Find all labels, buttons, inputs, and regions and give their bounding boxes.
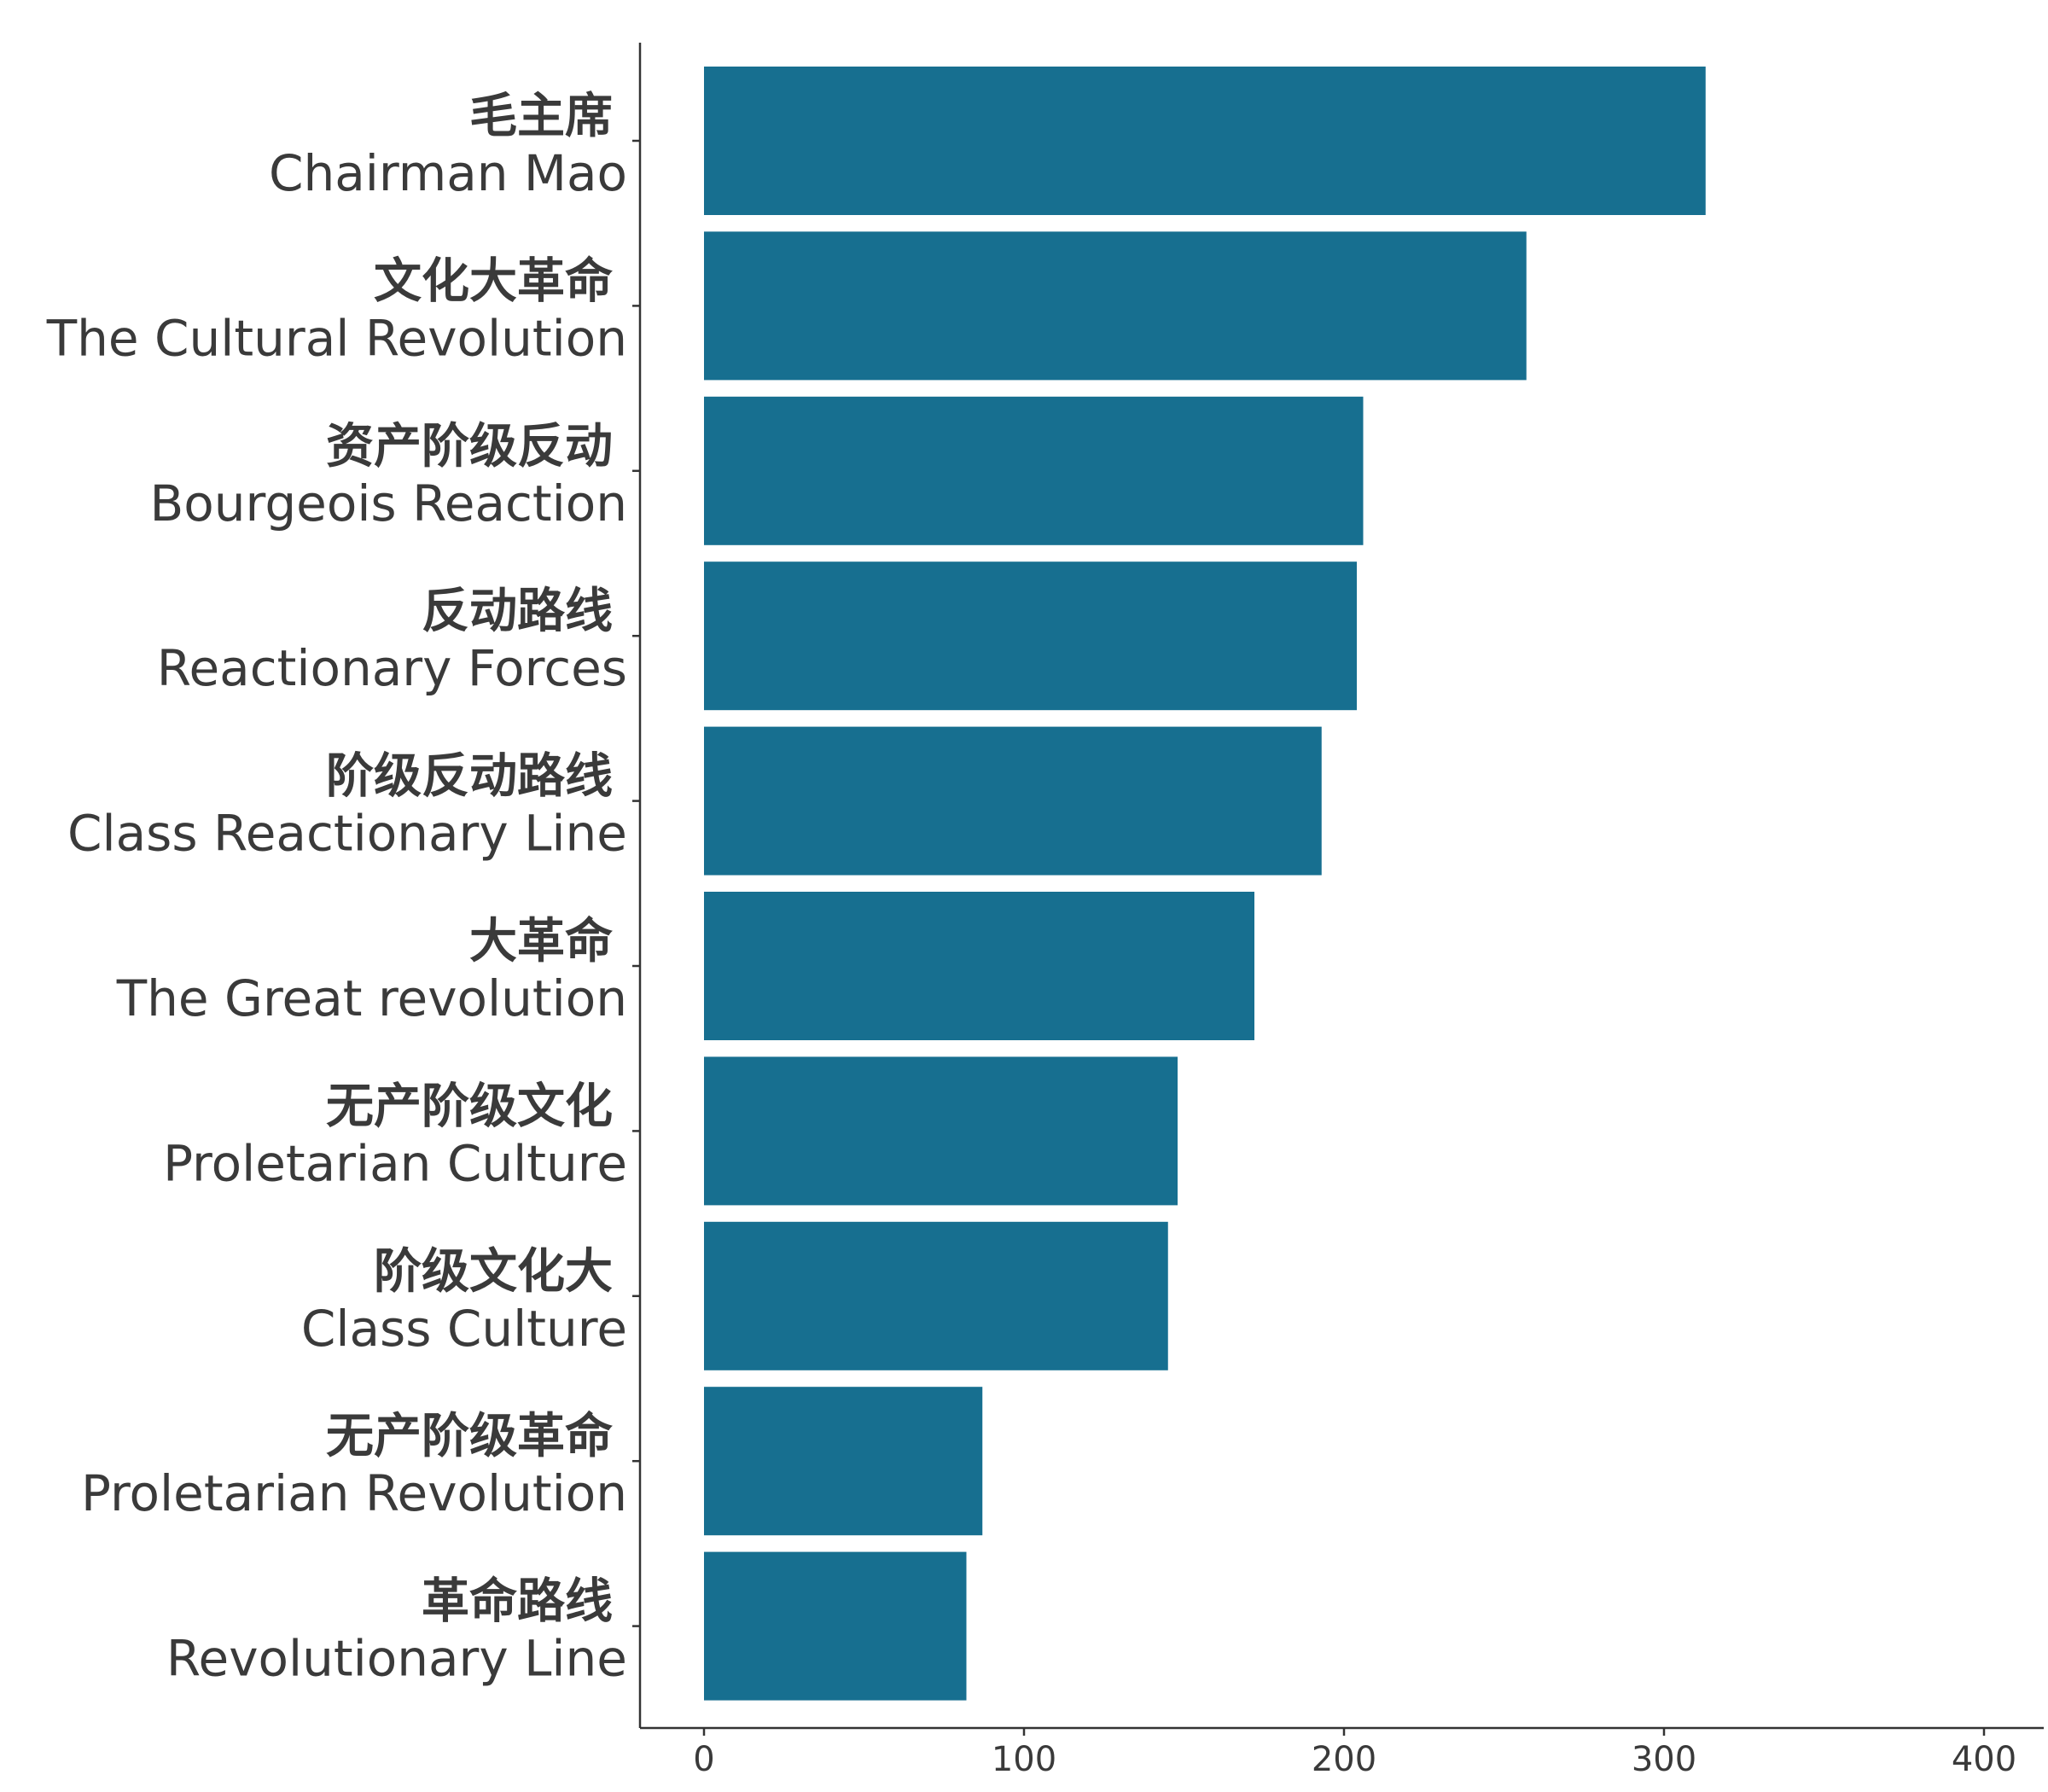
bars-layer [704,67,1706,1701]
y-tick-label-en-1: Chairman Mao [269,144,627,202]
y-tick-label-cn-2: 文化大革命 [374,253,613,309]
bar-2 [704,231,1527,381]
x-tick-label-400: 400 [1952,1740,2016,1779]
bar-9 [704,1387,983,1536]
y-tick-label-en-5: Class Reactionary Line [67,805,627,863]
y-tick-label-en-10: Revolutionary Line [166,1630,627,1688]
y-tick-label-cn-3: 资产阶级反动 [326,419,613,474]
bar-7 [704,1056,1178,1206]
x-tick-label-200: 200 [1312,1740,1376,1779]
y-tick-label-en-3: Bourgeois Reaction [149,474,627,532]
y-tick-label-cn-8: 阶级文化大 [374,1244,613,1300]
y-tick-label-en-6: The Great revolution [116,969,627,1027]
bar-1 [704,67,1706,215]
bar-6 [704,892,1254,1040]
y-tick-label-en-2: The Cultural Revolution [46,309,627,367]
x-tick-label-300: 300 [1632,1740,1696,1779]
axes-layer [632,43,2044,1736]
y-tick-label-en-8: Class Culture [301,1300,627,1358]
x-tick-label-100: 100 [992,1740,1056,1779]
y-tick-label-en-7: Proletarian Culture [163,1134,627,1192]
bar-4 [704,561,1357,711]
y-tick-label-cn-9: 无产阶级革命 [326,1409,613,1464]
bar-10 [704,1551,967,1701]
y-tick-label-cn-1: 毛主席 [469,89,613,144]
x-tick-label-0: 0 [693,1740,714,1779]
y-tick-label-en-4: Reactionary Forces [157,639,627,697]
y-tick-label-en-9: Proletarian Revolution [81,1464,627,1522]
bar-8 [704,1221,1168,1370]
y-tick-label-cn-7: 无产阶级文化 [326,1079,613,1134]
y-tick-label-cn-4: 反动路线 [422,584,613,639]
y-tick-label-cn-10: 革命路线 [422,1574,613,1630]
y-tick-label-cn-5: 阶级反动路线 [326,749,613,805]
bar-3 [704,396,1364,545]
y-tick-label-cn-6: 大革命 [469,914,613,969]
bar-5 [704,726,1322,876]
